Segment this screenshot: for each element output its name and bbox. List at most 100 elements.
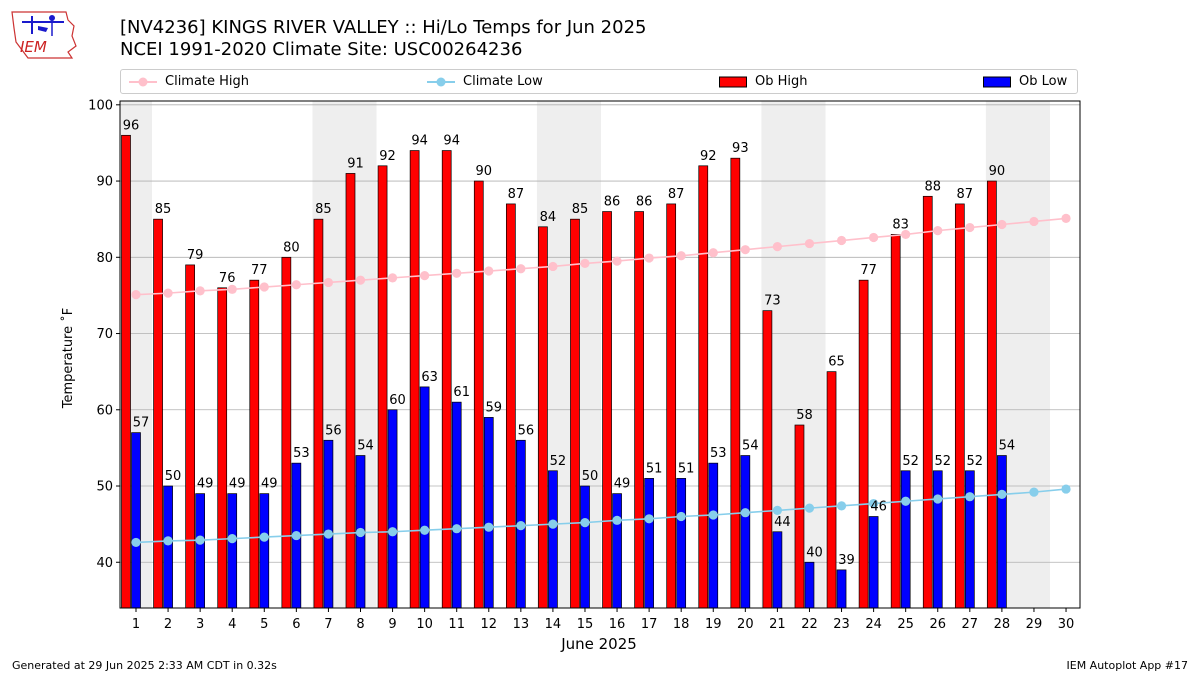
y-tick-label: 100 — [88, 98, 113, 113]
x-tick-label: 14 — [545, 617, 562, 632]
ob-high-value-label: 65 — [828, 355, 845, 370]
x-tick-label: 3 — [196, 617, 204, 632]
x-tick-label: 29 — [1026, 617, 1043, 632]
climate-high-point — [1029, 216, 1039, 227]
x-tick-label: 7 — [324, 617, 332, 632]
ob-high-bar — [890, 234, 901, 609]
climate-low-point — [323, 529, 334, 539]
iem-logo: IEM — [11, 11, 77, 59]
ob-high-value-label: 76 — [219, 271, 236, 286]
ob-high-bar — [858, 279, 869, 609]
ob-high-bar — [473, 180, 484, 609]
ob-high-value-label: 85 — [315, 202, 332, 217]
ob-high-value-label: 90 — [475, 164, 492, 179]
y-tick-label: 70 — [96, 327, 113, 342]
ob-low-swatch-icon — [983, 76, 1011, 87]
ob-high-value-label: 77 — [251, 263, 268, 278]
weekend-band — [536, 101, 601, 608]
climate-high-point — [804, 238, 815, 249]
ob-low-bar — [515, 439, 526, 609]
ob-high-bar — [409, 150, 420, 609]
climate-low-point — [869, 498, 879, 509]
climate-high-point — [131, 290, 141, 300]
ob-high-bar — [249, 279, 260, 609]
climate-high-point — [676, 251, 686, 261]
plot-frame — [119, 100, 1081, 609]
ob-low-value-label: 39 — [838, 553, 855, 568]
climate-low-point — [227, 534, 237, 544]
x-tick-label: 5 — [260, 617, 268, 632]
ob-high-value-label: 96 — [123, 118, 140, 133]
y-tick-label: 60 — [96, 403, 113, 418]
climate-low-point — [580, 518, 590, 528]
ob-low-value-label: 52 — [967, 454, 984, 469]
x-axis-label: June 2025 — [560, 635, 637, 653]
ob-low-bar — [291, 462, 302, 609]
ob-high-bar — [987, 180, 997, 609]
climate-high-point — [644, 253, 654, 263]
climate-high-point — [163, 288, 173, 298]
ob-high-value-label: 87 — [668, 187, 685, 202]
x-tick-label: 1 — [132, 617, 140, 632]
ob-high-bar — [698, 165, 709, 609]
climate-high-point — [740, 245, 750, 255]
x-tick-label: 19 — [705, 617, 722, 632]
weekend-band — [985, 101, 1050, 608]
y-tick-label: 80 — [96, 251, 113, 266]
ob-low-value-label: 59 — [485, 400, 502, 415]
ob-high-value-label: 84 — [540, 210, 557, 225]
x-tick-label: 27 — [962, 617, 979, 632]
climate-low-point — [1029, 487, 1039, 497]
ob-high-bar — [794, 424, 805, 609]
legend-ob-high: Ob High — [719, 70, 808, 93]
ob-low-value-label: 63 — [421, 370, 438, 385]
climate-high-point — [612, 256, 622, 266]
ob-high-bar — [377, 165, 388, 609]
legend-ob-low: Ob Low — [983, 70, 1067, 93]
ob-high-value-label: 77 — [860, 263, 877, 278]
ob-low-bar — [964, 470, 975, 609]
ob-high-value-label: 86 — [604, 195, 621, 210]
ob-low-value-label: 52 — [550, 454, 567, 469]
x-tick-label: 9 — [388, 617, 396, 632]
climate-high-point — [516, 264, 526, 274]
ob-low-bar — [195, 493, 205, 609]
ob-low-bar — [868, 516, 879, 609]
x-tick-label: 11 — [448, 617, 465, 632]
ob-low-value-label: 44 — [774, 515, 791, 530]
ob-high-bar — [730, 157, 741, 609]
x-tick-label: 26 — [929, 617, 946, 632]
ob-high-value-label: 58 — [796, 408, 813, 423]
ob-high-value-label: 94 — [411, 134, 428, 149]
ob-high-bar — [634, 211, 644, 609]
ob-low-value-label: 57 — [133, 416, 150, 431]
climate-low-point — [1061, 484, 1071, 494]
legend-ob-high-label: Ob High — [755, 74, 808, 89]
climate-high-point — [708, 248, 718, 258]
ob-high-swatch-icon — [719, 76, 747, 87]
generated-timestamp: Generated at 29 Jun 2025 2:33 AM CDT in … — [12, 659, 277, 672]
climate-low-point — [836, 501, 847, 511]
ob-high-bar — [441, 150, 452, 609]
ob-high-bar — [217, 287, 228, 609]
ob-low-value-label: 52 — [902, 454, 919, 469]
ob-high-value-label: 85 — [155, 202, 172, 217]
climate-high-point — [484, 266, 494, 276]
ob-low-bar — [997, 455, 1007, 609]
ob-low-value-label: 53 — [710, 446, 727, 461]
ob-high-value-label: 83 — [892, 217, 909, 232]
chart-subtitle: NCEI 1991-2020 Climate Site: USC00264236 — [120, 39, 523, 60]
x-tick-label: 30 — [1058, 617, 1075, 632]
climate-low-point — [484, 522, 494, 532]
x-tick-label: 28 — [994, 617, 1011, 632]
x-tick-label: 6 — [292, 617, 300, 632]
weekend-band — [312, 101, 377, 608]
ob-low-value-label: 49 — [229, 477, 246, 492]
x-tick-label: 25 — [897, 617, 914, 632]
ob-low-bar — [932, 470, 943, 609]
ob-high-bar — [313, 218, 324, 609]
ob-high-bar — [666, 203, 677, 609]
climate-low-point — [163, 536, 173, 546]
climate-low-point — [131, 537, 141, 548]
